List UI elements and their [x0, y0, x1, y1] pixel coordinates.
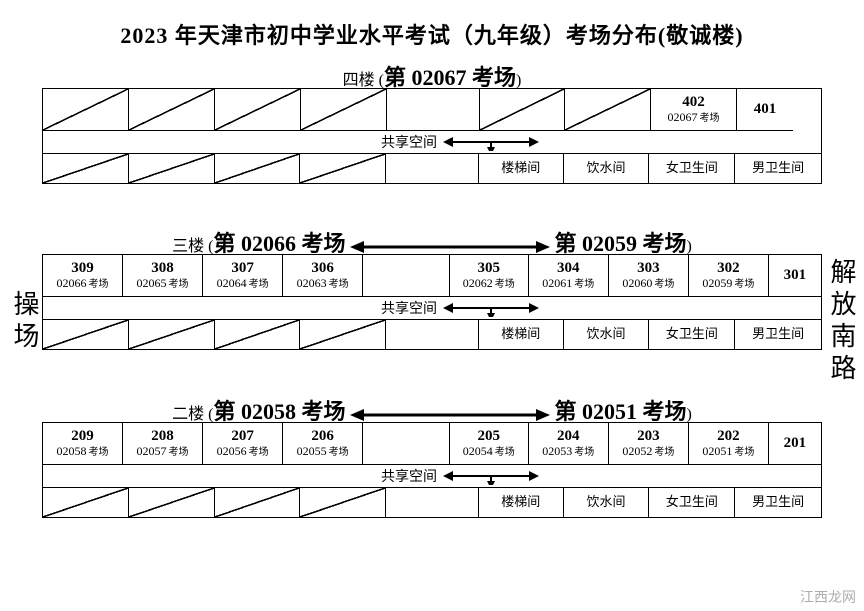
floor3-room-last: 301: [769, 255, 821, 297]
floor2-bot-blank: [129, 487, 215, 517]
floor2-bottom-row: 楼梯间 饮水间 女卫生间 男卫生间: [43, 487, 821, 517]
floor4-bot-cell-blank: [43, 153, 129, 183]
floor4-corridor: 共享空间: [43, 131, 821, 153]
floor2-room-last: 201: [769, 423, 821, 465]
floor4-room-401: 401: [737, 89, 793, 131]
floor2-header-suffix: ): [687, 406, 692, 423]
floor2-range-a: 第 02058 考场: [213, 399, 345, 424]
corridor-label: 共享空间: [381, 466, 437, 486]
floor3-bot-blank: [129, 319, 215, 349]
room-number: 401: [754, 101, 777, 118]
floor2-bot-gap: [386, 487, 478, 517]
page-title: 2023 年天津市初中学业水平考试（九年级）考场分布(敬诚楼): [0, 18, 864, 50]
floor3-room: 30902066考场: [43, 255, 123, 297]
floor2-bot-blank: [215, 487, 301, 517]
floor2-room: 20702056考场: [203, 423, 283, 465]
floor3-block: 30902066考场 30802065考场 30702064考场 3060206…: [42, 254, 822, 350]
floor2-bot-blank: [300, 487, 386, 517]
floor4-top-cell-blank: [129, 89, 215, 131]
floor3-room: 30802065考场: [123, 255, 203, 297]
corridor-arrow-icon: [443, 133, 539, 151]
page: 2023 年天津市初中学业水平考试（九年级）考场分布(敬诚楼) 操场 解放南路 …: [0, 0, 864, 611]
floor4-top-row: 402 02067考场 401: [43, 89, 821, 131]
floor3-range-b: 第 02059 考场: [555, 231, 687, 256]
floor2-room: 20602055考场: [283, 423, 363, 465]
floor4-water: 饮水间: [564, 153, 650, 183]
corridor-arrow-icon: [443, 299, 539, 317]
floor4-bot-gap: [386, 153, 478, 183]
floor3-room: 30402061考场: [529, 255, 609, 297]
floor2-range-b: 第 02051 考场: [555, 399, 687, 424]
floor3-corridor: 共享空间: [43, 297, 821, 319]
floor2-female: 女卫生间: [649, 487, 735, 517]
range-arrow-icon: [350, 239, 550, 255]
floor3-room: 30602063考场: [283, 255, 363, 297]
floor3-top-gap: [363, 255, 449, 297]
corridor-arrow-icon: [443, 467, 539, 485]
floor3-water: 饮水间: [564, 319, 650, 349]
floor4-top-cell-blank: [301, 89, 387, 131]
floor3-room: 30702064考场: [203, 255, 283, 297]
exam-number: 02067考场: [668, 111, 720, 125]
floor2-corridor: 共享空间: [43, 465, 821, 487]
floor3-room: 30202059考场: [689, 255, 769, 297]
floor3-range-a: 第 02066 考场: [213, 231, 345, 256]
floor4-stairs: 楼梯间: [478, 153, 564, 183]
floor2-header-prefix: 二楼 (: [172, 406, 213, 423]
floor2-top-row: 20902058考场 20802057考场 20702056考场 2060205…: [43, 423, 821, 465]
floor4-header-range: 第 02067 考场: [384, 65, 516, 90]
floor3-header-suffix: ): [687, 238, 692, 255]
floor3-top-row: 30902066考场 30802065考场 30702064考场 3060206…: [43, 255, 821, 297]
floor2-bot-blank: [43, 487, 129, 517]
floor3-header-prefix: 三楼 (: [172, 238, 213, 255]
floor2-block: 20902058考场 20802057考场 20702056考场 2060205…: [42, 422, 822, 518]
floor3-bot-gap: [386, 319, 478, 349]
floor2-room: 20802057考场: [123, 423, 203, 465]
floor2-top-gap: [363, 423, 449, 465]
watermark: 江西龙网: [800, 587, 856, 607]
floor4-block: 402 02067考场 401 共享空间 楼梯间: [42, 88, 822, 184]
left-side-label: 操场: [6, 290, 43, 354]
floor4-female: 女卫生间: [649, 153, 735, 183]
floor4-header-prefix: 四楼 (: [343, 72, 384, 89]
floor2-male: 男卫生间: [735, 487, 821, 517]
floor4-top-cell-blank: [565, 89, 651, 131]
floor2-water: 饮水间: [564, 487, 650, 517]
floor4-top-cell-blank: [43, 89, 129, 131]
floor3-bot-blank: [43, 319, 129, 349]
floor2-stairs: 楼梯间: [478, 487, 564, 517]
floor3-bot-blank: [300, 319, 386, 349]
corridor-label: 共享空间: [381, 132, 437, 152]
floor3-stairs: 楼梯间: [478, 319, 564, 349]
floor2-room: 20402053考场: [529, 423, 609, 465]
floor4-top-gap: [387, 89, 479, 131]
floor4-male: 男卫生间: [735, 153, 821, 183]
floor2-room: 20502054考场: [449, 423, 529, 465]
right-side-label: 解放南路: [823, 258, 860, 386]
floor2-room: 20202051考场: [689, 423, 769, 465]
floor3-female: 女卫生间: [649, 319, 735, 349]
floor4-bottom-row: 楼梯间 饮水间 女卫生间 男卫生间: [43, 153, 821, 183]
floor4-bot-cell-blank: [129, 153, 215, 183]
floor3-bottom-row: 楼梯间 饮水间 女卫生间 男卫生间: [43, 319, 821, 349]
floor3-room: 30502062考场: [449, 255, 529, 297]
floor3-male: 男卫生间: [735, 319, 821, 349]
room-number: 402: [682, 94, 705, 111]
corridor-label: 共享空间: [381, 298, 437, 318]
floor3-bot-blank: [215, 319, 301, 349]
floor3-room: 30302060考场: [609, 255, 689, 297]
floor4-bot-cell-blank: [300, 153, 386, 183]
floor4-top-cell-blank: [215, 89, 301, 131]
range-arrow-icon: [350, 407, 550, 423]
floor4-header-suffix: ): [516, 72, 521, 89]
floor2-room: 20302052考场: [609, 423, 689, 465]
floor4-bot-cell-blank: [215, 153, 301, 183]
floor4-top-cell-blank: [479, 89, 565, 131]
floor2-room: 20902058考场: [43, 423, 123, 465]
floor4-room-402: 402 02067考场: [651, 89, 737, 131]
